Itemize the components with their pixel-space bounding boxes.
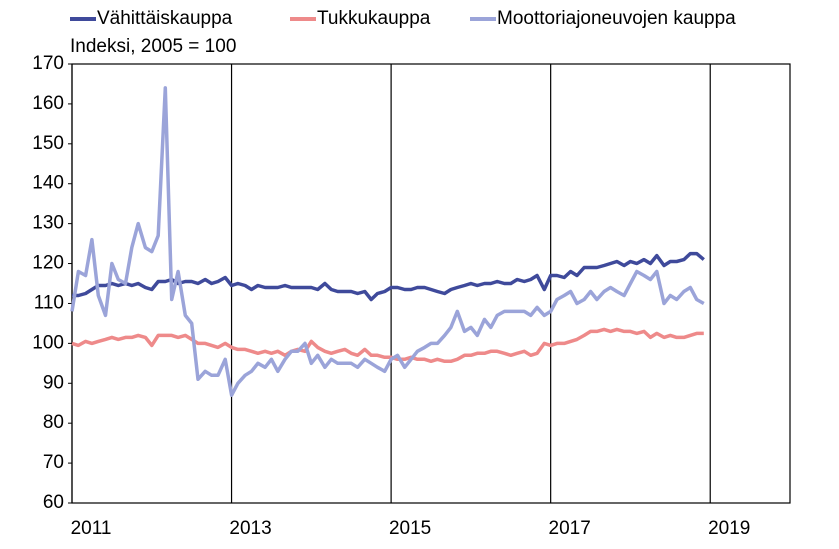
x-tick-label: 2019	[708, 518, 750, 539]
y-tick-label: 60	[43, 492, 64, 513]
subtitle: Indeksi, 2005 = 100	[70, 36, 236, 57]
series-line	[71, 327, 704, 364]
y-tick-label: 90	[43, 372, 64, 393]
y-tick-label: 110	[34, 292, 64, 313]
legend-label: Tukkukauppa	[317, 8, 431, 29]
series-line	[72, 251, 705, 302]
legend-label: Vähittäiskauppa	[97, 8, 233, 29]
y-tick-label: 130	[32, 213, 64, 234]
legend-label: Moottoriajoneuvojen kauppa	[497, 8, 736, 29]
y-tick-label: 100	[32, 332, 64, 353]
x-tick-label: 2011	[71, 518, 112, 539]
x-tick-label: 2015	[389, 518, 431, 539]
series-line	[70, 86, 705, 397]
x-tick-label: 2013	[229, 518, 271, 539]
y-tick-label: 160	[32, 93, 64, 114]
y-tick-label: 150	[32, 133, 64, 154]
y-tick-label: 70	[43, 452, 64, 473]
y-tick-label: 170	[32, 53, 64, 74]
y-tick-label: 140	[32, 173, 64, 194]
x-tick-label: 2017	[549, 518, 591, 539]
y-tick-label: 120	[32, 253, 64, 274]
y-tick-label: 80	[43, 412, 64, 433]
